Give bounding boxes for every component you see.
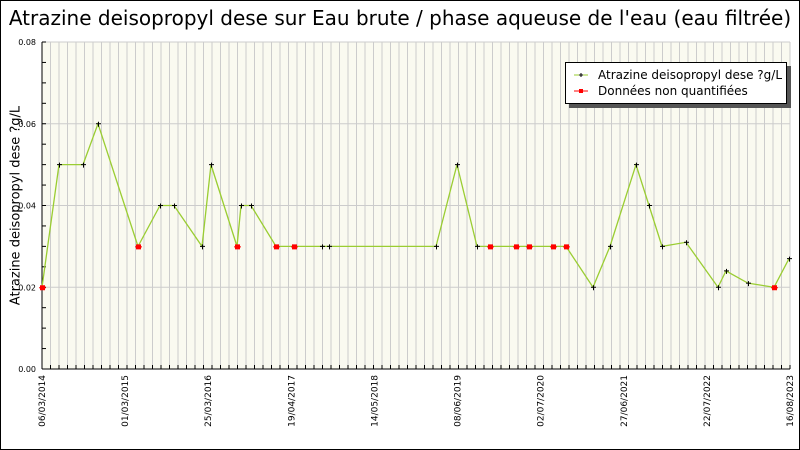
legend: Atrazine deisopropyl dese ?g/L Données n… [565,62,787,104]
legend-label-measured: Atrazine deisopropyl dese ?g/L [598,68,783,82]
legend-marker-cross-icon [574,73,588,77]
x-tick-label: 02/07/2020 [537,375,547,427]
y-tick-label: 0.02 [18,283,36,292]
legend-item-non-quantified: Données non quantifiées [574,83,748,99]
y-tick-label: 0.06 [18,120,36,129]
legend-label-non-quantified: Données non quantifiées [598,84,748,98]
legend-item-measured: Atrazine deisopropyl dese ?g/L [574,67,782,83]
x-tick-label: 14/05/2018 [370,375,380,427]
y-tick-label: 0.00 [18,365,36,374]
x-tick-label: 06/03/2014 [38,375,48,427]
x-tick-label: 25/03/2016 [204,375,214,427]
y-axis-label: Atrazine deisopropyl dese ?g/L [8,105,24,306]
legend-marker-red-cross-icon [574,89,588,93]
x-tick-label: 16/08/2023 [786,375,796,427]
y-tick-label: 0.04 [18,202,36,211]
y-tick-label: 0.08 [18,38,36,47]
x-tick-label: 27/06/2021 [620,375,630,427]
chart-title: Atrazine deisopropyl dese sur Eau brute … [8,6,792,30]
x-tick-label: 08/06/2019 [454,375,464,427]
x-tick-label: 19/04/2017 [287,375,297,427]
x-tick-label: 22/07/2022 [703,375,713,427]
x-tick-label: 01/03/2015 [121,375,131,427]
